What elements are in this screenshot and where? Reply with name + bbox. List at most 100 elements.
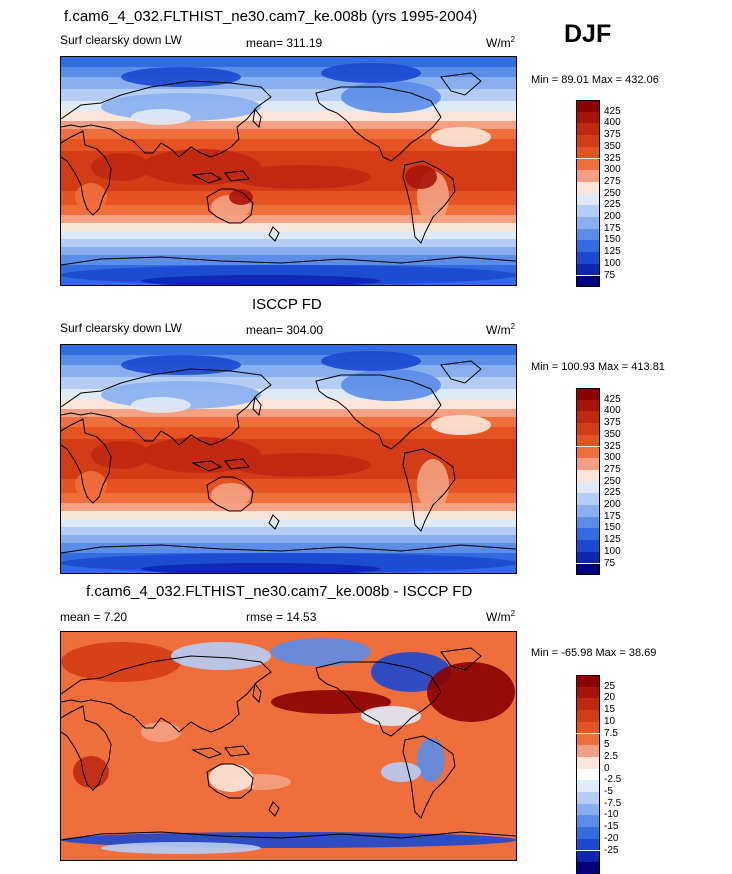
coastline <box>61 80 272 158</box>
map-field-feature <box>141 563 381 573</box>
coastline <box>61 130 112 216</box>
colorbar-swatch <box>576 434 600 447</box>
panel1-units: W/m2 <box>486 35 516 50</box>
colorbar-swatch <box>576 146 600 159</box>
map-field-feature <box>75 183 107 211</box>
coastline <box>402 735 456 819</box>
map-field-feature <box>131 109 191 125</box>
panel2-colorbar: 425 400 375 350 325 300 275 250 225 200 175 150 125 1… <box>576 388 636 576</box>
colorbar-tick-label: 15 <box>604 704 616 716</box>
colorbar-tick-label: 250 <box>604 187 621 199</box>
coastline <box>206 476 254 512</box>
map-field-feature <box>121 67 241 87</box>
map-field-band <box>61 427 516 440</box>
map-field-feature <box>341 369 441 401</box>
colorbar-swatch <box>576 540 600 552</box>
coastline <box>252 395 262 417</box>
coastline <box>191 172 223 184</box>
panel3-rmse: rmse = 14.53 <box>246 610 317 624</box>
coastline <box>252 107 262 129</box>
colorbar-swatch <box>576 850 600 863</box>
colorbar-swatch <box>576 170 600 182</box>
coastline <box>61 368 272 446</box>
coastline <box>252 682 262 704</box>
colorbar-tick-label: 20 <box>604 692 616 704</box>
colorbar-tick-label: -20 <box>604 832 619 844</box>
season-label: DJF <box>564 20 612 48</box>
map-field-feature <box>131 397 191 413</box>
colorbar-swatch <box>576 411 600 424</box>
colorbar-swatch <box>576 240 600 253</box>
panel1-title: f.cam6_4_032.FLTHIST_ne30.cam7_ke.008b (… <box>64 8 478 25</box>
colorbar-tick-label: 2.5 <box>604 750 618 762</box>
colorbar-tick-label: 275 <box>604 463 621 475</box>
colorbar-swatch <box>576 388 600 400</box>
map-field-band <box>61 101 516 112</box>
map-field-feature <box>211 722 371 742</box>
panel3-map-svg <box>61 632 516 860</box>
colorbar-tick-label: 150 <box>604 234 621 246</box>
map-field-feature <box>427 662 515 722</box>
colorbar-swatch <box>576 263 600 276</box>
map-field-band <box>61 191 516 206</box>
coastline <box>61 655 272 733</box>
coastline <box>402 448 456 532</box>
colorbar-tick-label: -2.5 <box>604 774 622 786</box>
colorbar-swatch <box>576 551 600 564</box>
map-field-feature <box>101 842 261 854</box>
colorbar-tick-label: 325 <box>604 440 621 452</box>
colorbar-swatch <box>576 827 600 839</box>
colorbar-swatch <box>576 792 600 804</box>
coastline <box>206 188 254 224</box>
colorbar-tick-label: 225 <box>604 199 621 211</box>
map-field-feature <box>141 437 261 473</box>
coastline <box>61 256 516 266</box>
colorbar-border <box>576 100 600 101</box>
colorbar-tick-label: 200 <box>604 499 621 510</box>
map-field-feature <box>271 638 371 666</box>
colorbar-swatch <box>576 733 600 746</box>
colorbar-swatch <box>576 528 600 541</box>
map-field-band <box>61 57 516 68</box>
map-field-feature <box>271 690 391 714</box>
colorbar-tick-label: 350 <box>604 140 621 152</box>
colorbar-tick-label: 100 <box>604 257 621 269</box>
map-field-band <box>61 205 516 216</box>
panel1-map-svg <box>61 57 516 285</box>
coastline <box>61 418 112 504</box>
map-field-band <box>61 409 516 418</box>
colorbar-swatch <box>576 205 600 217</box>
map-field-band <box>61 399 516 410</box>
panel3-units: W/m2 <box>486 609 516 624</box>
coastline <box>191 747 223 759</box>
colorbar-tick-label: 125 <box>604 246 621 258</box>
map-field-band <box>61 417 516 428</box>
map-field-feature <box>229 189 253 205</box>
colorbar-tick-label: 275 <box>604 175 621 187</box>
map-field-feature <box>75 471 107 499</box>
colorbar-border <box>576 574 600 576</box>
panel3-map <box>60 631 517 861</box>
colorbar-tick-label: 400 <box>604 405 621 417</box>
map-field-feature <box>91 153 151 181</box>
colorbar-tick-label: 75 <box>604 557 616 569</box>
map-field-band <box>61 493 516 504</box>
colorbar-swatch <box>576 228 600 241</box>
colorbar-swatch <box>576 698 600 711</box>
colorbar-tick-label: -10 <box>604 809 619 821</box>
colorbar-swatch <box>576 458 600 470</box>
coastline <box>268 226 280 242</box>
coastline <box>191 460 223 472</box>
colorbar-tick-label: 325 <box>604 152 621 164</box>
colorbar-swatch <box>576 505 600 517</box>
coastline <box>61 705 112 791</box>
colorbar-tick-label: 25 <box>604 680 616 692</box>
map-field-band <box>61 129 516 140</box>
colorbar-tick-label: 375 <box>604 129 621 141</box>
coastline <box>440 360 482 384</box>
map-field-band <box>61 139 516 152</box>
colorbar-tick-label: -7.5 <box>604 797 622 809</box>
colorbar-tick-label: -25 <box>604 844 619 856</box>
colorbar-swatch <box>576 469 600 482</box>
map-field-feature <box>141 722 181 742</box>
